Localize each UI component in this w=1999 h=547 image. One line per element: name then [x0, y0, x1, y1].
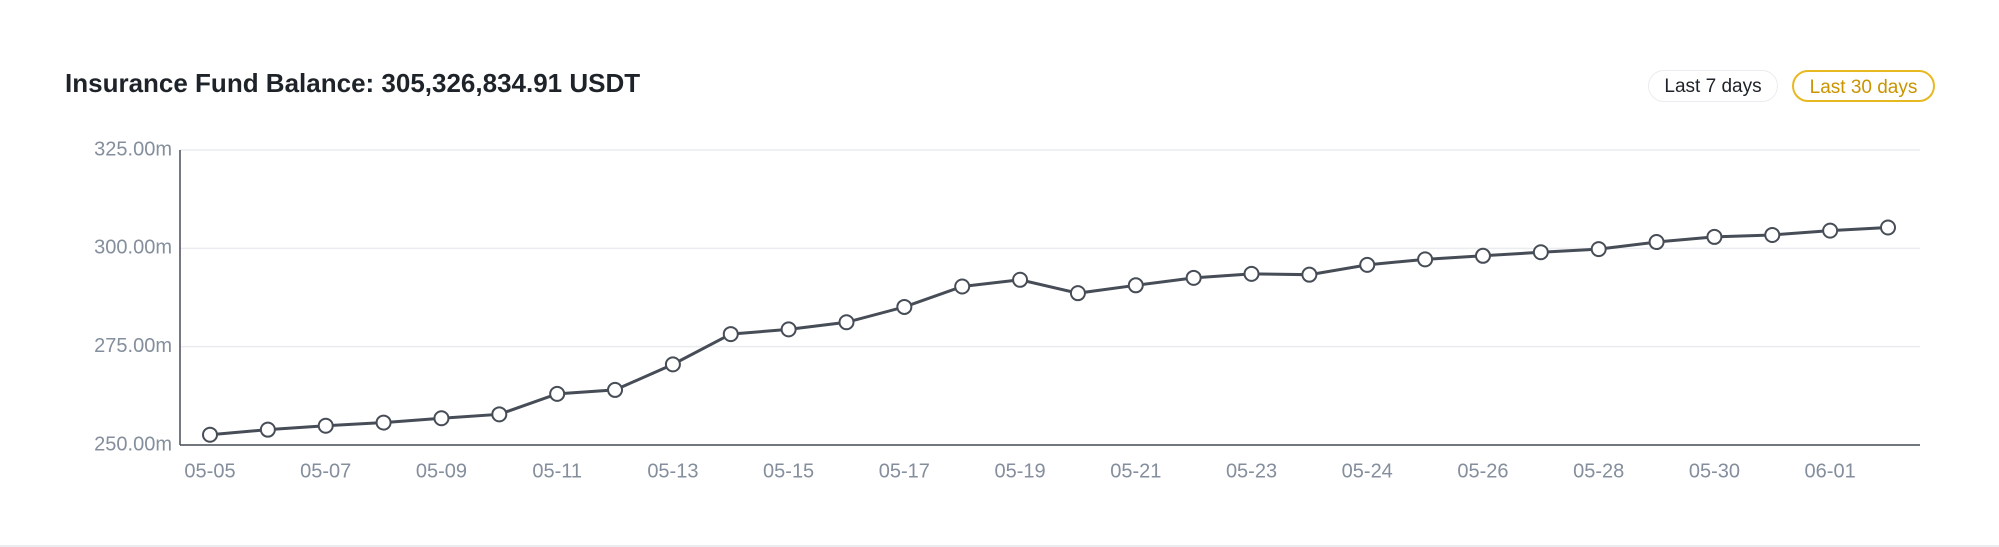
x-tick-label: 05-15: [763, 460, 814, 482]
range-button[interactable]: Last 30 days: [1792, 70, 1935, 102]
y-tick-label: 250.00m: [94, 433, 172, 455]
point: [1012, 271, 1029, 288]
x-tick-label: 05-30: [1689, 460, 1740, 482]
point: [1532, 244, 1549, 261]
point: [259, 421, 276, 438]
x-tick-label: 06-01: [1805, 460, 1856, 482]
x-tick-label: 05-24: [1342, 460, 1393, 482]
point: [549, 385, 566, 402]
x-tick-label: 05-21: [1110, 460, 1161, 482]
y-tick-label: 275.00m: [94, 335, 172, 357]
point: [1474, 247, 1491, 264]
point: [1706, 228, 1723, 245]
point: [780, 321, 797, 338]
point: [1185, 269, 1202, 286]
point: [607, 381, 624, 398]
x-tick-label: 05-13: [647, 460, 698, 482]
point: [202, 426, 218, 443]
point: [1417, 251, 1434, 268]
x-tick-label: 05-19: [994, 460, 1045, 482]
line: [209, 225, 1889, 437]
point: [491, 406, 508, 423]
x-tick-label: 05-26: [1457, 460, 1508, 482]
point: [1127, 277, 1144, 294]
point: [896, 298, 913, 315]
point: [954, 278, 971, 295]
x-tick-label: 05-09: [416, 460, 467, 482]
point: [1590, 241, 1607, 258]
x-tick-label: 05-23: [1226, 460, 1277, 482]
point: [1069, 285, 1086, 302]
point: [664, 356, 681, 373]
x-tick-label: 05-07: [300, 460, 351, 482]
point: [1359, 256, 1376, 273]
x-tick-label: 05-05: [184, 460, 235, 482]
point: [317, 417, 334, 434]
chart-title: Insurance Fund Balance: 305,326,834.91 U…: [65, 68, 640, 98]
x-tick-label: 05-17: [879, 460, 930, 482]
x-tick-label: 05-28: [1573, 460, 1624, 482]
x-tick-label: 05-11: [532, 460, 582, 482]
point: [1822, 222, 1839, 239]
y-tick-label: 325.00m: [94, 138, 172, 160]
point: [722, 326, 739, 343]
point: [375, 414, 392, 431]
point: [838, 314, 855, 331]
point: [1301, 266, 1318, 283]
point: [1243, 265, 1260, 282]
y-tick-label: 300.00m: [94, 237, 172, 259]
point: [1880, 219, 1896, 236]
range-button[interactable]: Last 7 days: [1648, 70, 1778, 102]
point: [1648, 234, 1665, 251]
point: [433, 410, 450, 427]
point: [1764, 226, 1781, 243]
